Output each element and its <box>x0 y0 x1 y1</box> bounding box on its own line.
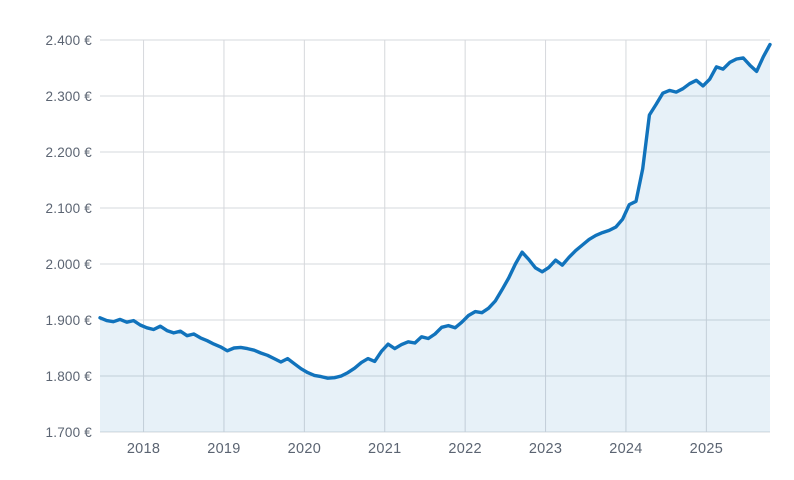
price-line <box>98 42 772 380</box>
y-axis-label: 2.000 € <box>46 257 93 272</box>
y-axis-label: 1.900 € <box>46 313 93 328</box>
y-axis-label: 2.200 € <box>46 145 93 160</box>
y-axis-label: 2.100 € <box>46 201 93 216</box>
x-axis-label: 2021 <box>368 441 401 457</box>
x-axis-label: 2022 <box>448 441 481 457</box>
price-area <box>100 44 770 432</box>
y-axis-label: 1.700 € <box>46 425 93 440</box>
y-axis-label: 1.800 € <box>46 369 93 384</box>
x-axis-label: 2023 <box>529 441 562 457</box>
x-axis-label: 2019 <box>207 441 240 457</box>
x-axis-label: 2018 <box>127 441 160 457</box>
y-axis-label: 2.300 € <box>46 89 93 104</box>
x-axis-label: 2025 <box>690 441 723 457</box>
x-axis-label: 2024 <box>609 441 642 457</box>
x-axis-label: 2020 <box>288 441 321 457</box>
y-axis-label: 2.400 € <box>46 33 93 48</box>
